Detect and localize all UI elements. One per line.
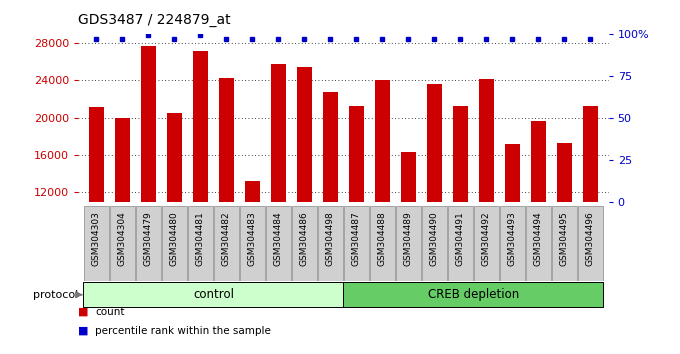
FancyBboxPatch shape [422,206,447,281]
Bar [557,143,572,202]
FancyBboxPatch shape [266,206,291,281]
Text: GSM304490: GSM304490 [430,211,439,266]
Bar [453,105,469,202]
FancyBboxPatch shape [578,206,603,281]
Text: GSM304487: GSM304487 [352,211,361,266]
FancyBboxPatch shape [292,206,317,281]
Text: percentile rank within the sample: percentile rank within the sample [95,326,271,336]
FancyBboxPatch shape [370,206,395,281]
FancyBboxPatch shape [343,206,369,281]
Text: control: control [193,288,234,301]
Bar [245,181,260,202]
Bar [375,80,390,202]
FancyBboxPatch shape [396,206,421,281]
Bar [88,107,104,202]
FancyBboxPatch shape [343,282,603,307]
Bar [401,152,416,202]
Bar [322,92,338,202]
Text: GSM304493: GSM304493 [508,211,517,266]
FancyBboxPatch shape [188,206,213,281]
Text: GSM304303: GSM304303 [92,211,101,266]
FancyBboxPatch shape [214,206,239,281]
Bar [115,118,130,202]
Text: GSM304481: GSM304481 [196,211,205,266]
Text: GSM304494: GSM304494 [534,211,543,266]
FancyBboxPatch shape [162,206,187,281]
Bar [271,64,286,202]
FancyBboxPatch shape [474,206,499,281]
Bar [296,67,312,202]
Text: GSM304484: GSM304484 [274,211,283,266]
Bar [349,107,364,202]
Text: GSM304495: GSM304495 [560,211,569,266]
FancyBboxPatch shape [109,206,135,281]
FancyBboxPatch shape [500,206,525,281]
Text: ■: ■ [78,307,88,316]
Text: GSM304488: GSM304488 [378,211,387,266]
Bar [530,121,546,202]
Bar [583,107,598,202]
Bar [218,79,234,202]
Text: GSM304483: GSM304483 [248,211,257,266]
FancyBboxPatch shape [526,206,551,281]
Text: CREB depletion: CREB depletion [428,288,519,301]
Bar [479,79,494,202]
Bar [426,84,442,202]
Bar [167,113,182,202]
Text: GDS3487 / 224879_at: GDS3487 / 224879_at [78,13,231,27]
FancyBboxPatch shape [318,206,343,281]
Bar [505,144,520,202]
Text: GSM304479: GSM304479 [144,211,153,266]
Text: GSM304480: GSM304480 [170,211,179,266]
Bar [141,46,156,202]
FancyBboxPatch shape [136,206,161,281]
Text: GSM304496: GSM304496 [586,211,595,266]
FancyBboxPatch shape [239,206,265,281]
Text: GSM304482: GSM304482 [222,211,231,266]
Text: GSM304492: GSM304492 [482,211,491,266]
Text: ■: ■ [78,326,88,336]
Text: count: count [95,307,124,316]
Text: GSM304491: GSM304491 [456,211,465,266]
Text: protocol: protocol [33,290,78,300]
FancyBboxPatch shape [84,206,109,281]
FancyBboxPatch shape [551,206,577,281]
Bar [192,51,208,202]
Text: GSM304489: GSM304489 [404,211,413,266]
Text: GSM304304: GSM304304 [118,211,127,266]
Text: GSM304498: GSM304498 [326,211,335,266]
FancyBboxPatch shape [84,282,343,307]
Text: GSM304486: GSM304486 [300,211,309,266]
FancyBboxPatch shape [447,206,473,281]
